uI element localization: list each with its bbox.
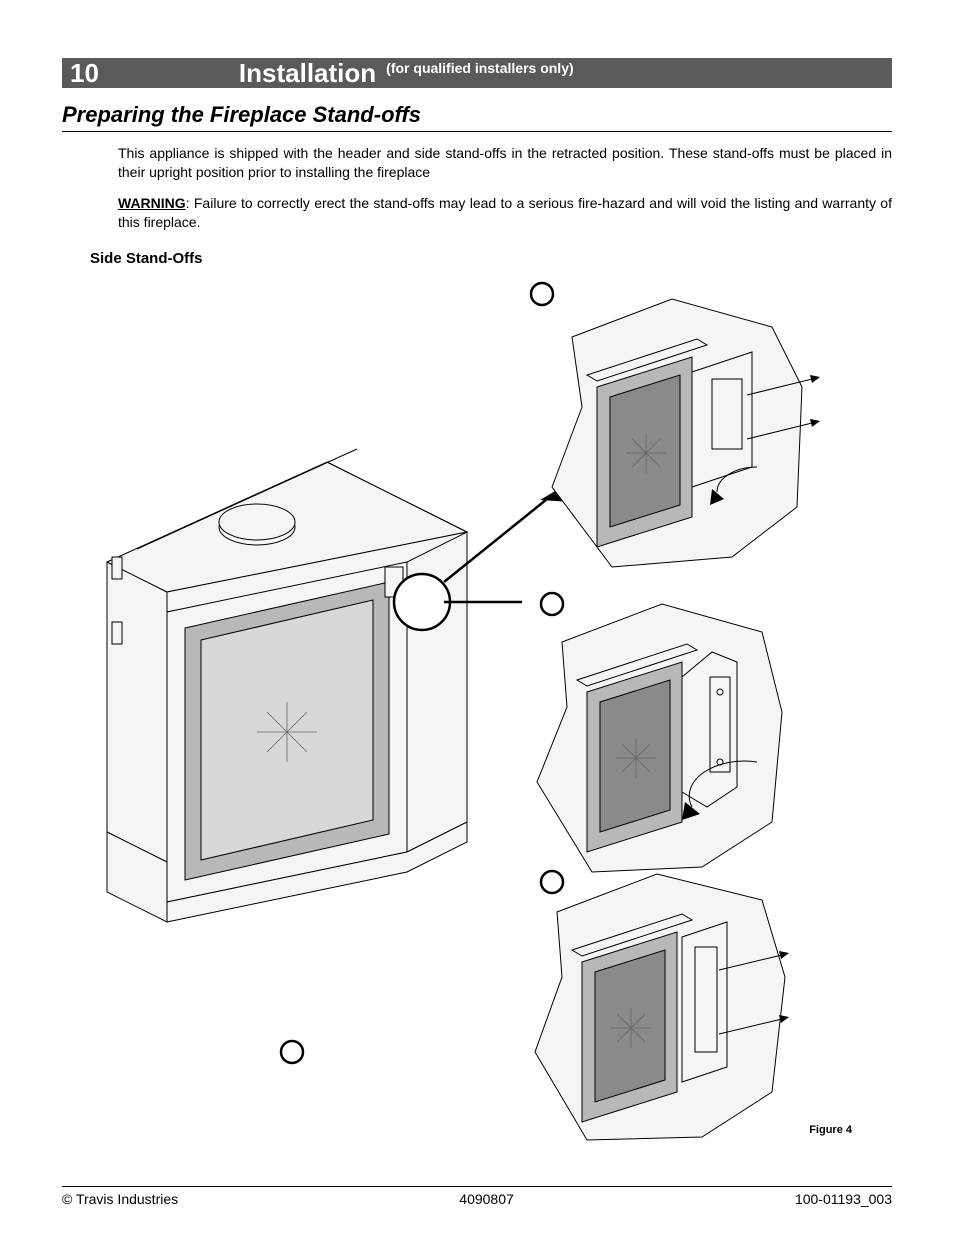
section-title: Preparing the Fireplace Stand-offs [62,102,892,132]
figure-label: Figure 4 [809,1124,852,1136]
detail-a-icon [552,299,820,567]
fireplace-main-icon [107,449,467,922]
step-marker-a [531,283,553,305]
step-marker-d [281,1041,303,1063]
footer-divider [62,1186,892,1187]
footer: © Travis Industries 4090807 100-01193_00… [62,1191,892,1207]
page-number: 10 [70,58,99,88]
step-marker-c [541,871,563,893]
intro-paragraph: This appliance is shipped with the heade… [118,144,892,182]
footer-part-number: 100-01193_003 [795,1191,892,1207]
header-title: Installation [239,58,376,88]
subsection-title: Side Stand-Offs [90,250,892,267]
warning-text: : Failure to correctly erect the stand-o… [118,195,892,230]
footer-doc-code: 4090807 [459,1191,514,1207]
standoff-diagram [62,272,892,1142]
warning-paragraph: WARNING: Failure to correctly erect the … [118,194,892,232]
detail-c-icon [535,874,789,1140]
callout-circle-icon [394,574,450,630]
header-bar: 10 Installation (for qualified installer… [62,58,892,88]
diagram-area: Figure 4 [62,272,892,1142]
page: 10 Installation (for qualified installer… [0,0,954,1235]
header-subtitle: (for qualified installers only) [386,53,573,86]
warning-label: WARNING [118,195,186,211]
detail-b-icon [537,604,782,872]
step-marker-b [541,593,563,615]
footer-copyright: © Travis Industries [62,1191,178,1207]
